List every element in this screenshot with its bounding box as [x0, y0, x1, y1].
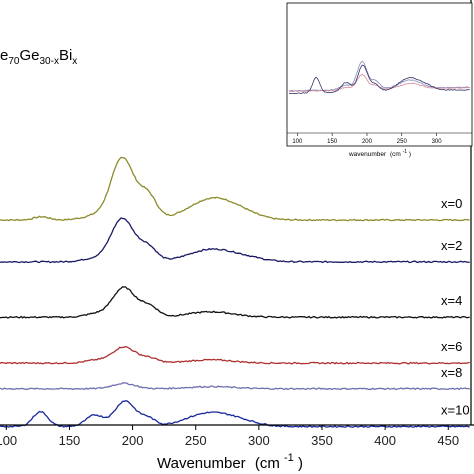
spectra-series-group — [0, 156, 471, 428]
composition-part-5: x — [72, 56, 77, 67]
inset-x-axis-label-text: wavenumber — [348, 151, 387, 158]
x-tick-label-7: 450 — [437, 433, 459, 448]
x-axis-label: Wavenumber (cm -1 ) — [157, 448, 303, 472]
series-label-4: x=8 — [441, 365, 462, 380]
inset-spectrum-line-2 — [288, 64, 470, 95]
series-label-2: x=4 — [441, 293, 462, 308]
inset-plot: 100 150 200 250 300 wavenumber (cm -1 ) — [286, 2, 473, 158]
x-axis-ticks: 100 150 200 250 300 350 400 450 — [0, 425, 459, 448]
series-label-3: x=6 — [441, 339, 462, 354]
series-label-1: x=2 — [441, 238, 462, 253]
spectrum-line-2 — [0, 286, 470, 319]
inset-x-axis-unit: (cm — [390, 151, 401, 158]
x-tick-label-1: 150 — [59, 433, 81, 448]
series-label-5: x=10 — [441, 403, 470, 418]
x-axis-unit-exponent: -1 — [284, 452, 294, 464]
spectrum-line-1 — [0, 217, 470, 264]
inset-x-tick-label-2: 200 — [362, 139, 373, 145]
composition-label: e70Ge30-xBix — [0, 47, 77, 67]
composition-part-3: 30-x — [39, 56, 58, 67]
composition-part-2: Ge — [19, 47, 39, 64]
composition-part-0: e — [0, 47, 8, 64]
inset-x-axis-unit-close: ) — [409, 151, 411, 158]
spectrum-line-4 — [0, 382, 471, 391]
spectrum-line-0 — [0, 156, 470, 222]
inset-x-tick-label-0: 100 — [292, 139, 303, 145]
x-tick-label-2: 200 — [122, 433, 144, 448]
x-axis-unit-close: ) — [298, 455, 303, 472]
x-axis-unit: (cm — [255, 455, 280, 472]
inset-series-group — [288, 61, 470, 95]
series-labels-group: x=0 x=2 x=4 x=6 x=8 x=10 — [441, 196, 470, 418]
composition-part-1: 70 — [8, 56, 20, 67]
inset-x-tick-label-3: 250 — [397, 139, 408, 145]
inset-x-axis-label: wavenumber (cm -1 ) — [348, 148, 411, 158]
x-tick-label-6: 400 — [374, 433, 396, 448]
x-axis-label-text: Wavenumber — [157, 455, 246, 472]
inset-x-axis-unit-exponent: -1 — [403, 149, 408, 155]
inset-x-axis-ticks: 100 150 200 250 300 — [292, 133, 442, 145]
inset-frame — [286, 2, 473, 147]
spectrum-line-5 — [0, 400, 470, 428]
x-tick-label-4: 300 — [248, 433, 270, 448]
x-tick-label-3: 250 — [185, 433, 207, 448]
x-tick-label-5: 350 — [311, 433, 333, 448]
spectrum-line-3 — [0, 345, 470, 365]
x-tick-label-0: 100 — [0, 433, 17, 448]
inset-x-tick-label-1: 150 — [327, 139, 338, 145]
composition-part-4: Bi — [59, 47, 72, 64]
series-label-0: x=0 — [441, 196, 462, 211]
inset-x-tick-label-4: 300 — [432, 139, 443, 145]
